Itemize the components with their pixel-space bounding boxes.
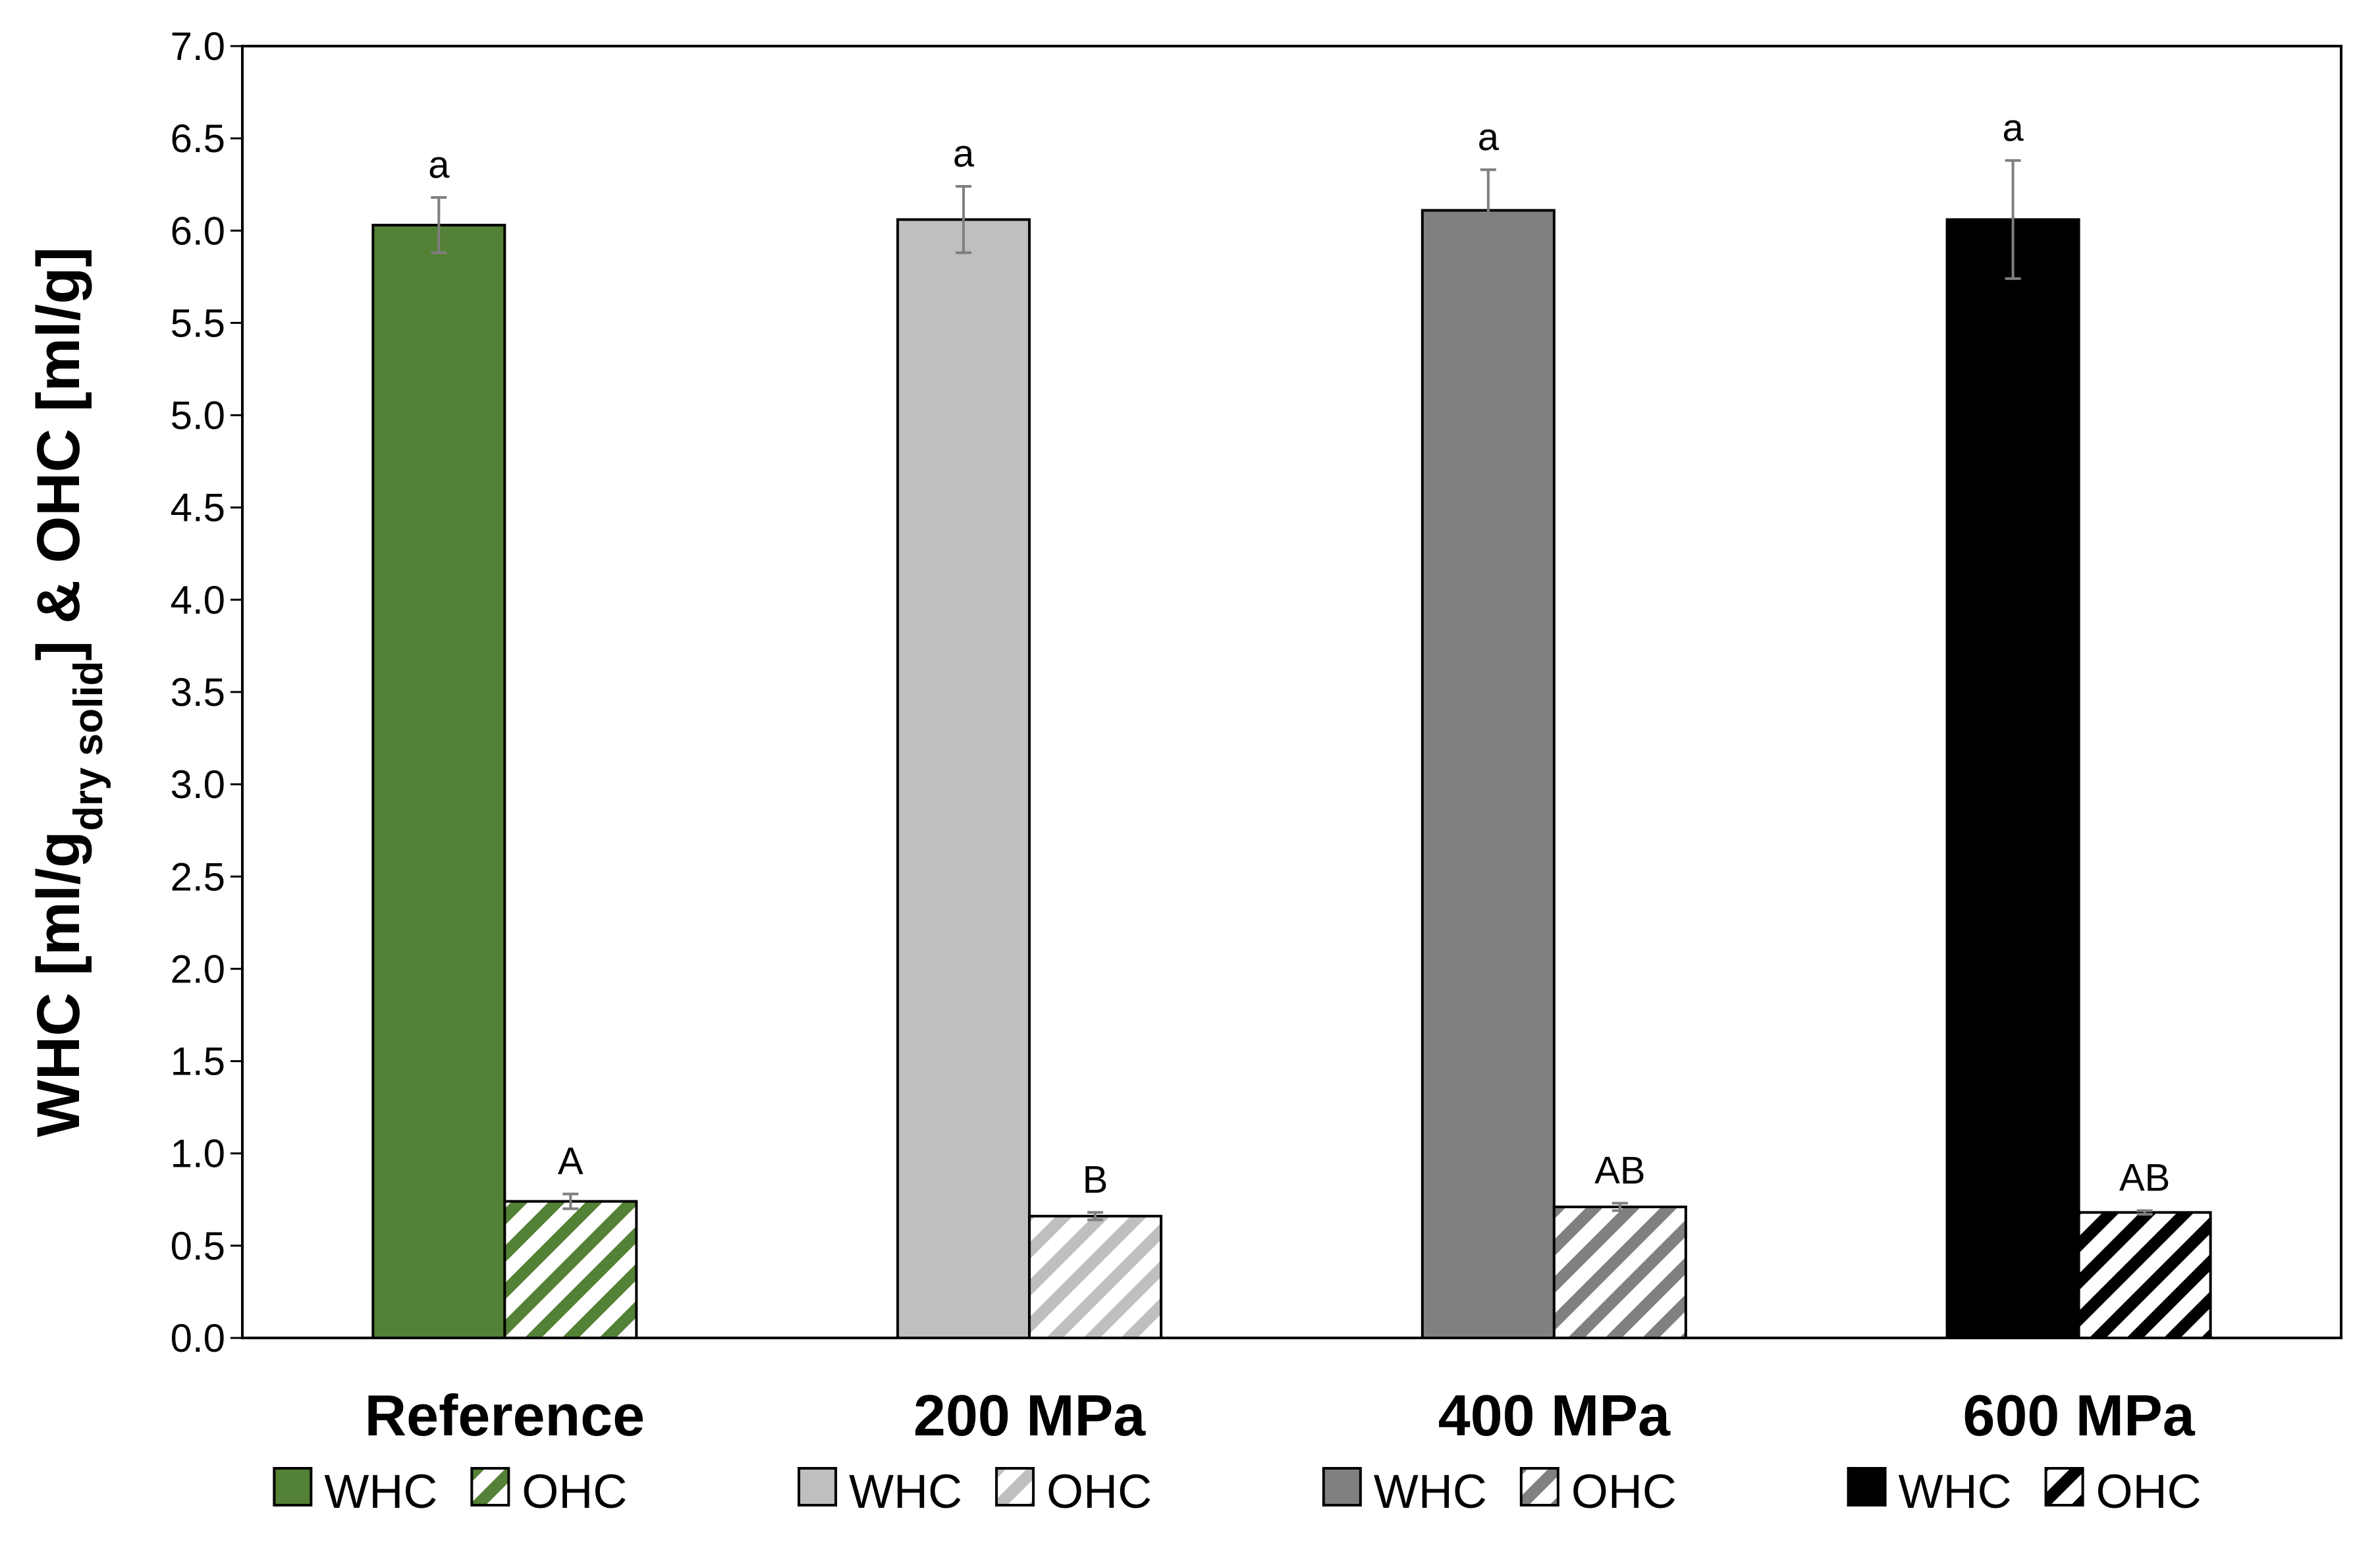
bars — [371, 209, 2212, 1340]
y-tick-label: 4.5 — [171, 486, 225, 530]
significance-labels: a Aa Ba AB a AB — [428, 107, 2170, 1202]
legend-swatch-ohc — [1519, 1467, 1559, 1506]
legend-label: WHC — [849, 1466, 962, 1518]
legend-label: WHC — [1899, 1466, 2012, 1518]
y-tick-label: 2.5 — [171, 855, 225, 899]
legend-swatch-whc — [798, 1467, 838, 1506]
legend-swatch-whc — [273, 1467, 313, 1506]
error-bars — [431, 159, 2153, 1221]
legend-label: WHC — [1374, 1466, 1487, 1518]
category-label: 200 MPa — [913, 1383, 1146, 1448]
category-label: 600 MPa — [1963, 1383, 2196, 1448]
legend-swatch-ohc — [470, 1467, 510, 1506]
legend-label: OHC — [2096, 1466, 2202, 1518]
legend-label: OHC — [1046, 1466, 1152, 1518]
category-labels: Reference 200 MPa 400 MPa 600 MPa — [365, 1383, 2196, 1448]
y-axis-ticks: 0.0 0.5 1.0 1.5 2.0 2.5 3.0 3.5 4.0 4.5 5.0 5.5 6.0 6… — [171, 24, 242, 1360]
y-tick-label: 5.0 — [171, 394, 225, 438]
legend-label: WHC — [324, 1466, 437, 1518]
legend-swatch-ohc — [2044, 1467, 2084, 1506]
y-tick-label: 6.0 — [171, 209, 225, 253]
bar-ohc — [1028, 1215, 1163, 1340]
y-tick-label: 5.5 — [171, 301, 225, 345]
legend: WHC OHC WHC OHC WHC OHC WHC OHC — [273, 1466, 2202, 1518]
significance-label: a — [953, 132, 975, 175]
legend-swatch-whc — [1322, 1467, 1362, 1506]
bar-whc — [1420, 209, 1555, 1339]
significance-label: a — [1478, 116, 1500, 159]
significance-label: A — [558, 1140, 583, 1183]
significance-label: a — [428, 144, 450, 186]
significance-label: AB — [1594, 1149, 1645, 1192]
y-tick-label: 1.0 — [171, 1132, 225, 1176]
bar-ohc — [503, 1200, 638, 1340]
category-label: 400 MPa — [1438, 1383, 1671, 1448]
legend-swatch-ohc — [995, 1467, 1035, 1506]
category-label: Reference — [365, 1383, 645, 1448]
significance-label: a — [2002, 107, 2024, 149]
bar-ohc — [1552, 1205, 1687, 1340]
y-tick-label: 2.0 — [171, 947, 225, 991]
legend-label: OHC — [1571, 1466, 1677, 1518]
y-tick-label: 7.0 — [171, 24, 225, 68]
bar-ohc — [2077, 1211, 2212, 1340]
y-tick-label: 3.0 — [171, 762, 225, 807]
significance-label: AB — [2119, 1157, 2170, 1200]
y-tick-label: 1.5 — [171, 1040, 225, 1084]
y-tick-label: 3.5 — [171, 670, 225, 714]
legend-swatch-whc — [1847, 1467, 1887, 1506]
legend-label: OHC — [522, 1466, 627, 1518]
bar-whc — [896, 218, 1031, 1339]
y-tick-label: 4.0 — [171, 578, 225, 622]
y-tick-label: 0.5 — [171, 1224, 225, 1268]
y-axis-label: WHC [ml/gdry solid] & OHC [ml/g] — [25, 247, 111, 1137]
bar-whc — [371, 223, 506, 1339]
bar-whc — [1945, 218, 2080, 1339]
significance-label: B — [1083, 1158, 1108, 1201]
y-tick-label: 6.5 — [171, 117, 225, 161]
y-tick-label: 0.0 — [171, 1316, 225, 1360]
